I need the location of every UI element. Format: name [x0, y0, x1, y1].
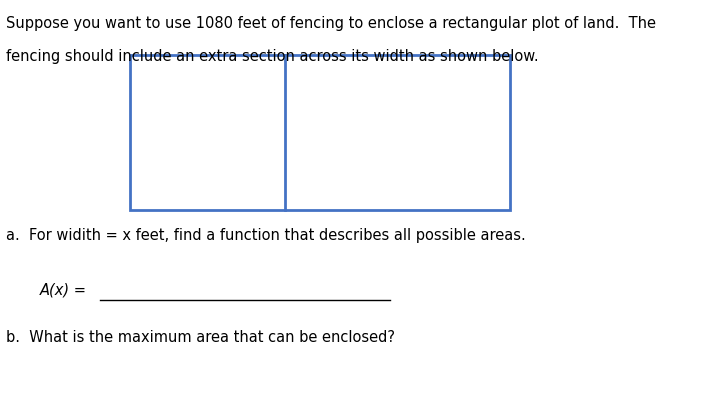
Text: Suppose you want to use 1080 feet of fencing to enclose a rectangular plot of la: Suppose you want to use 1080 feet of fen… — [6, 16, 656, 31]
Text: fencing should include an extra section across its width as shown below.: fencing should include an extra section … — [6, 50, 539, 65]
Text: A(x) =: A(x) = — [40, 282, 87, 297]
Text: a.  For widith = x feet, find a function that describes all possible areas.: a. For widith = x feet, find a function … — [6, 228, 526, 243]
Bar — [130, 55, 510, 210]
Text: b.  What is the maximum area that can be enclosed?: b. What is the maximum area that can be … — [6, 330, 395, 345]
